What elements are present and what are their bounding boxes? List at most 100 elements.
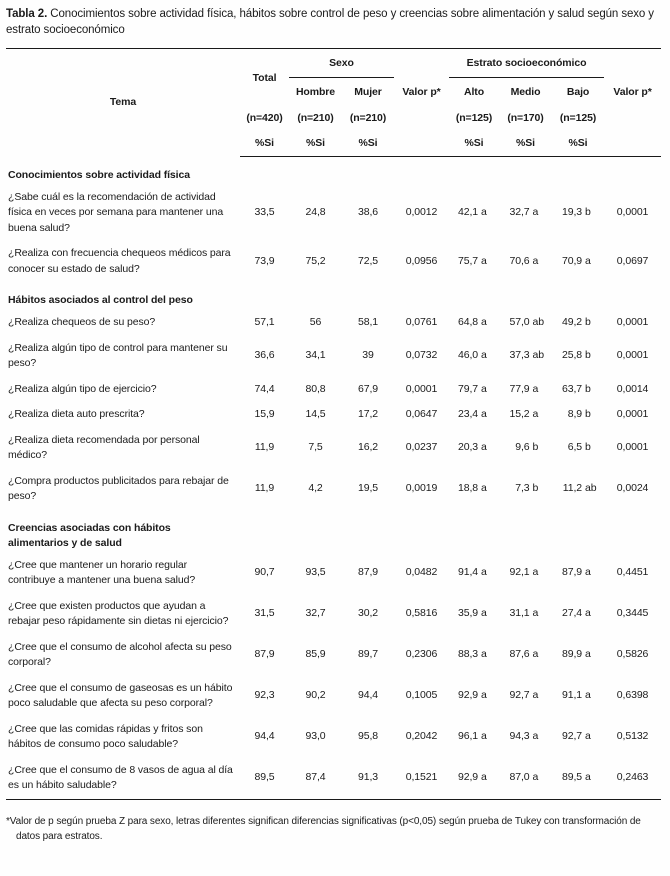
section-header-row: Hábitos asociados al control del peso — [6, 282, 661, 310]
question-cell: ¿Realiza algún tipo de control para mant… — [6, 336, 240, 377]
value-medio: 92,7 a — [499, 676, 552, 717]
table-title-text: Conocimientos sobre actividad física, há… — [6, 8, 654, 37]
question-cell: ¿Realiza algún tipo de ejercicio? — [6, 377, 240, 403]
value-bajo-number: 11,2 — [562, 482, 583, 495]
question-cell: ¿Cree que las comidas rápidas y fritos s… — [6, 717, 240, 758]
value-bajo-sig-letter: a — [585, 730, 591, 743]
value-medio: 94,3 a — [499, 717, 552, 758]
question-cell: ¿Realiza chequeos de su peso? — [6, 310, 240, 336]
question-label: ¿Realiza con frecuencia chequeos médicos… — [8, 247, 231, 275]
value-p-sexo: 0,1005 — [405, 689, 438, 702]
value-bajo-number: 27,4 — [561, 607, 583, 620]
value-bajo-sig-letter: a — [585, 689, 591, 702]
value-mujer: 39 — [362, 349, 374, 362]
value-p-sexo: 0,0001 — [405, 382, 438, 395]
value-bajo-number: 87,9 — [561, 566, 583, 579]
value-hombre: 87,4 — [305, 771, 326, 784]
value-alto-sig-letter: a — [481, 316, 487, 329]
table-row: ¿Realiza dieta recomendada por personal … — [6, 428, 661, 469]
value-medio-number: 31,1 — [509, 607, 530, 620]
table-row: ¿Cree que el consumo de alcohol afecta s… — [6, 635, 661, 676]
value-medio-sig-letter: b — [532, 441, 539, 454]
value-bajo: 63,7 b — [552, 377, 604, 403]
value-total: 87,9 — [254, 648, 275, 661]
question-cell: ¿Realiza con frecuencia chequeos médicos… — [6, 241, 240, 282]
table-row: ¿Realiza algún tipo de ejercicio? 74,4 8… — [6, 377, 661, 403]
n-total: (n=420) — [246, 112, 283, 125]
question-label: ¿Cree que el consumo de 8 vasos de agua … — [8, 763, 233, 792]
value-medio-number: 37,3 — [509, 349, 530, 362]
value-p-sexo: 0,0647 — [405, 408, 438, 421]
value-medio-sig-letter: a — [532, 408, 539, 421]
value-bajo-number: 89,5 — [561, 771, 583, 784]
value-total: 36,6 — [254, 349, 275, 362]
value-bajo-number: 6,5 — [567, 441, 583, 454]
value-p-estrato: 0,0001 — [616, 441, 649, 454]
value-mujer: 91,3 — [357, 771, 379, 784]
value-medio: 57,0 ab — [499, 310, 552, 336]
value-bajo-sig-letter: b — [585, 408, 591, 421]
value-hombre: 90,2 — [305, 689, 326, 702]
column-header-valor-p-estrato: Valor p* — [613, 85, 652, 98]
value-bajo-number: 92,7 — [561, 730, 583, 743]
pct-medio: %Si — [499, 129, 553, 157]
value-alto-sig-letter: a — [481, 730, 487, 743]
section-label: Conocimientos sobre actividad física — [8, 168, 190, 181]
value-total: 33,5 — [254, 206, 275, 219]
value-alto: 18,8 a — [449, 469, 499, 510]
value-medio-sig-letter: a — [532, 382, 539, 395]
value-bajo-sig-letter: b — [585, 349, 591, 362]
value-alto-sig-letter: a — [481, 482, 487, 495]
question-cell: ¿Realiza dieta recomendada por personal … — [6, 428, 240, 469]
value-bajo-sig-letter: a — [585, 648, 591, 661]
value-p-sexo: 0,0761 — [405, 316, 438, 329]
value-bajo-number: 49,2 — [561, 316, 583, 329]
value-hombre: 93,0 — [305, 730, 326, 743]
question-label: ¿Compra productos publicitados para reba… — [8, 474, 229, 503]
column-header-hombre: Hombre — [295, 86, 336, 99]
section-label: Creencias asociadas con hábitos alimenta… — [8, 521, 171, 549]
value-bajo: 87,9 a — [552, 553, 604, 594]
value-medio-sig-letter: a — [532, 771, 539, 784]
group-header-sexo: Sexo — [289, 48, 395, 78]
value-total: 73,9 — [254, 254, 275, 267]
value-alto-number: 42,1 — [457, 206, 479, 219]
value-hombre: 56 — [309, 316, 322, 329]
header-n-row: (n=420) (n=210) (n=210) (n=125) (n=170) … — [6, 107, 661, 130]
value-mujer: 38,6 — [357, 206, 379, 219]
value-medio: 7,3 b — [499, 469, 552, 510]
question-cell: ¿Cree que el consumo de alcohol afecta s… — [6, 635, 240, 676]
value-medio-number: 92,1 — [509, 566, 530, 579]
table-body: Conocimientos sobre actividad física ¿Sa… — [6, 156, 661, 799]
value-bajo-sig-letter: b — [585, 382, 591, 395]
question-cell: ¿Cree que el consumo de gaseosas es un h… — [6, 676, 240, 717]
header-pct-row: %Si %Si %Si %Si %Si %Si — [6, 129, 662, 157]
value-medio-number: 15,2 — [509, 408, 530, 421]
value-bajo: 19,3 b — [552, 185, 604, 242]
table-row: ¿Cree que el consumo de 8 vasos de agua … — [6, 758, 661, 800]
value-alto: 64,8 a — [449, 310, 499, 336]
question-cell: ¿Cree que mantener un horario regular co… — [6, 553, 240, 594]
value-bajo: 70,9 a — [552, 241, 604, 282]
value-hombre: 7,5 — [308, 441, 323, 454]
group-header-estrato: Estrato socioeconómico — [449, 48, 605, 78]
value-p-estrato: 0,0001 — [616, 206, 649, 219]
value-medio-number: 87,0 — [509, 771, 530, 784]
section-header-row: Conocimientos sobre actividad física — [6, 156, 661, 185]
column-header-mujer: Mujer — [354, 86, 382, 99]
question-label: ¿Cree que existen productos que ayudan a… — [8, 599, 229, 628]
value-medio: 9,6 b — [499, 428, 552, 469]
value-medio-number: 94,3 — [509, 730, 530, 743]
n-bajo: (n=125) — [559, 112, 597, 125]
value-medio: 31,1 a — [499, 594, 552, 635]
value-total: 74,4 — [254, 382, 275, 395]
value-hombre: 14,5 — [305, 408, 326, 421]
value-alto-number: 64,8 — [457, 316, 479, 329]
question-label: ¿Cree que las comidas rápidas y fritos s… — [8, 722, 203, 751]
value-bajo-sig-letter: b — [585, 206, 591, 219]
value-hombre: 93,5 — [305, 566, 326, 579]
value-medio: 87,0 a — [499, 758, 552, 800]
value-bajo-sig-letter: b — [585, 316, 591, 329]
table-row: ¿Realiza chequeos de su peso? 57,1 56 58… — [6, 310, 661, 336]
value-mujer: 67,9 — [357, 382, 379, 395]
